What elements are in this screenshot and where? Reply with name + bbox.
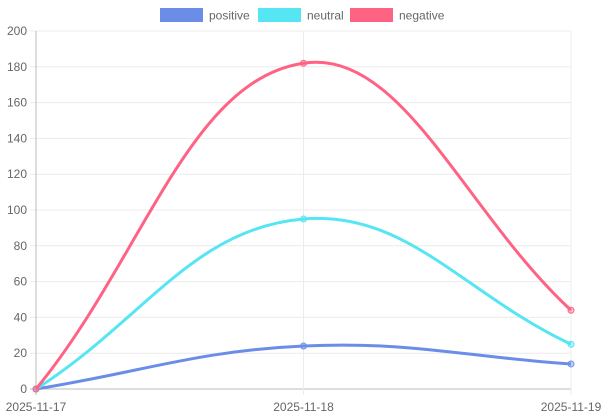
- y-axis-ticks: 0 20 40 60 80 100 120 140 160 180 200: [7, 24, 27, 396]
- series-line-neutral: [35, 216, 572, 391]
- legend-swatch: [160, 8, 203, 22]
- legend[interactable]: positive neutral negative: [160, 8, 445, 23]
- x-tick-label: 2025-11-19: [541, 400, 602, 414]
- x-tick-label: 2025-11-17: [6, 400, 67, 414]
- legend-swatch: [350, 8, 393, 22]
- y-tick-label: 200: [7, 24, 27, 38]
- y-tick-label: 100: [7, 203, 27, 217]
- x-axis-ticks: 2025-11-17 2025-11-18 2025-11-19: [6, 400, 602, 414]
- legend-item-negative[interactable]: negative: [350, 8, 445, 23]
- data-point-neutral: [300, 215, 307, 223]
- legend-label: negative: [399, 9, 445, 23]
- data-point-positive: [300, 342, 307, 350]
- legend-item-neutral[interactable]: neutral: [258, 8, 344, 23]
- legend-label: positive: [209, 9, 250, 23]
- y-tick-label: 60: [14, 275, 28, 289]
- data-point-neutral: [567, 340, 575, 348]
- y-tick-label: 40: [14, 310, 28, 324]
- series-lines: [32, 59, 575, 393]
- x-tick-label: 2025-11-18: [273, 400, 334, 414]
- data-point-negative: [300, 59, 307, 67]
- y-tick-label: 20: [14, 346, 28, 360]
- series-line-positive: [35, 343, 572, 391]
- y-tick-label: 140: [7, 131, 27, 145]
- data-point-positive: [567, 360, 575, 368]
- y-tick-label: 160: [7, 96, 27, 110]
- legend-swatch: [258, 8, 301, 22]
- legend-label: neutral: [307, 9, 344, 23]
- y-tick-label: 0: [20, 382, 27, 396]
- y-tick-label: 180: [7, 60, 27, 74]
- data-point-negative: [567, 306, 575, 314]
- grid: [30, 30, 572, 395]
- data-point-negative: [32, 385, 40, 393]
- series-line-negative: [34, 60, 573, 390]
- y-tick-label: 120: [7, 167, 27, 181]
- legend-item-positive[interactable]: positive: [160, 8, 250, 23]
- y-tick-label: 80: [14, 239, 28, 253]
